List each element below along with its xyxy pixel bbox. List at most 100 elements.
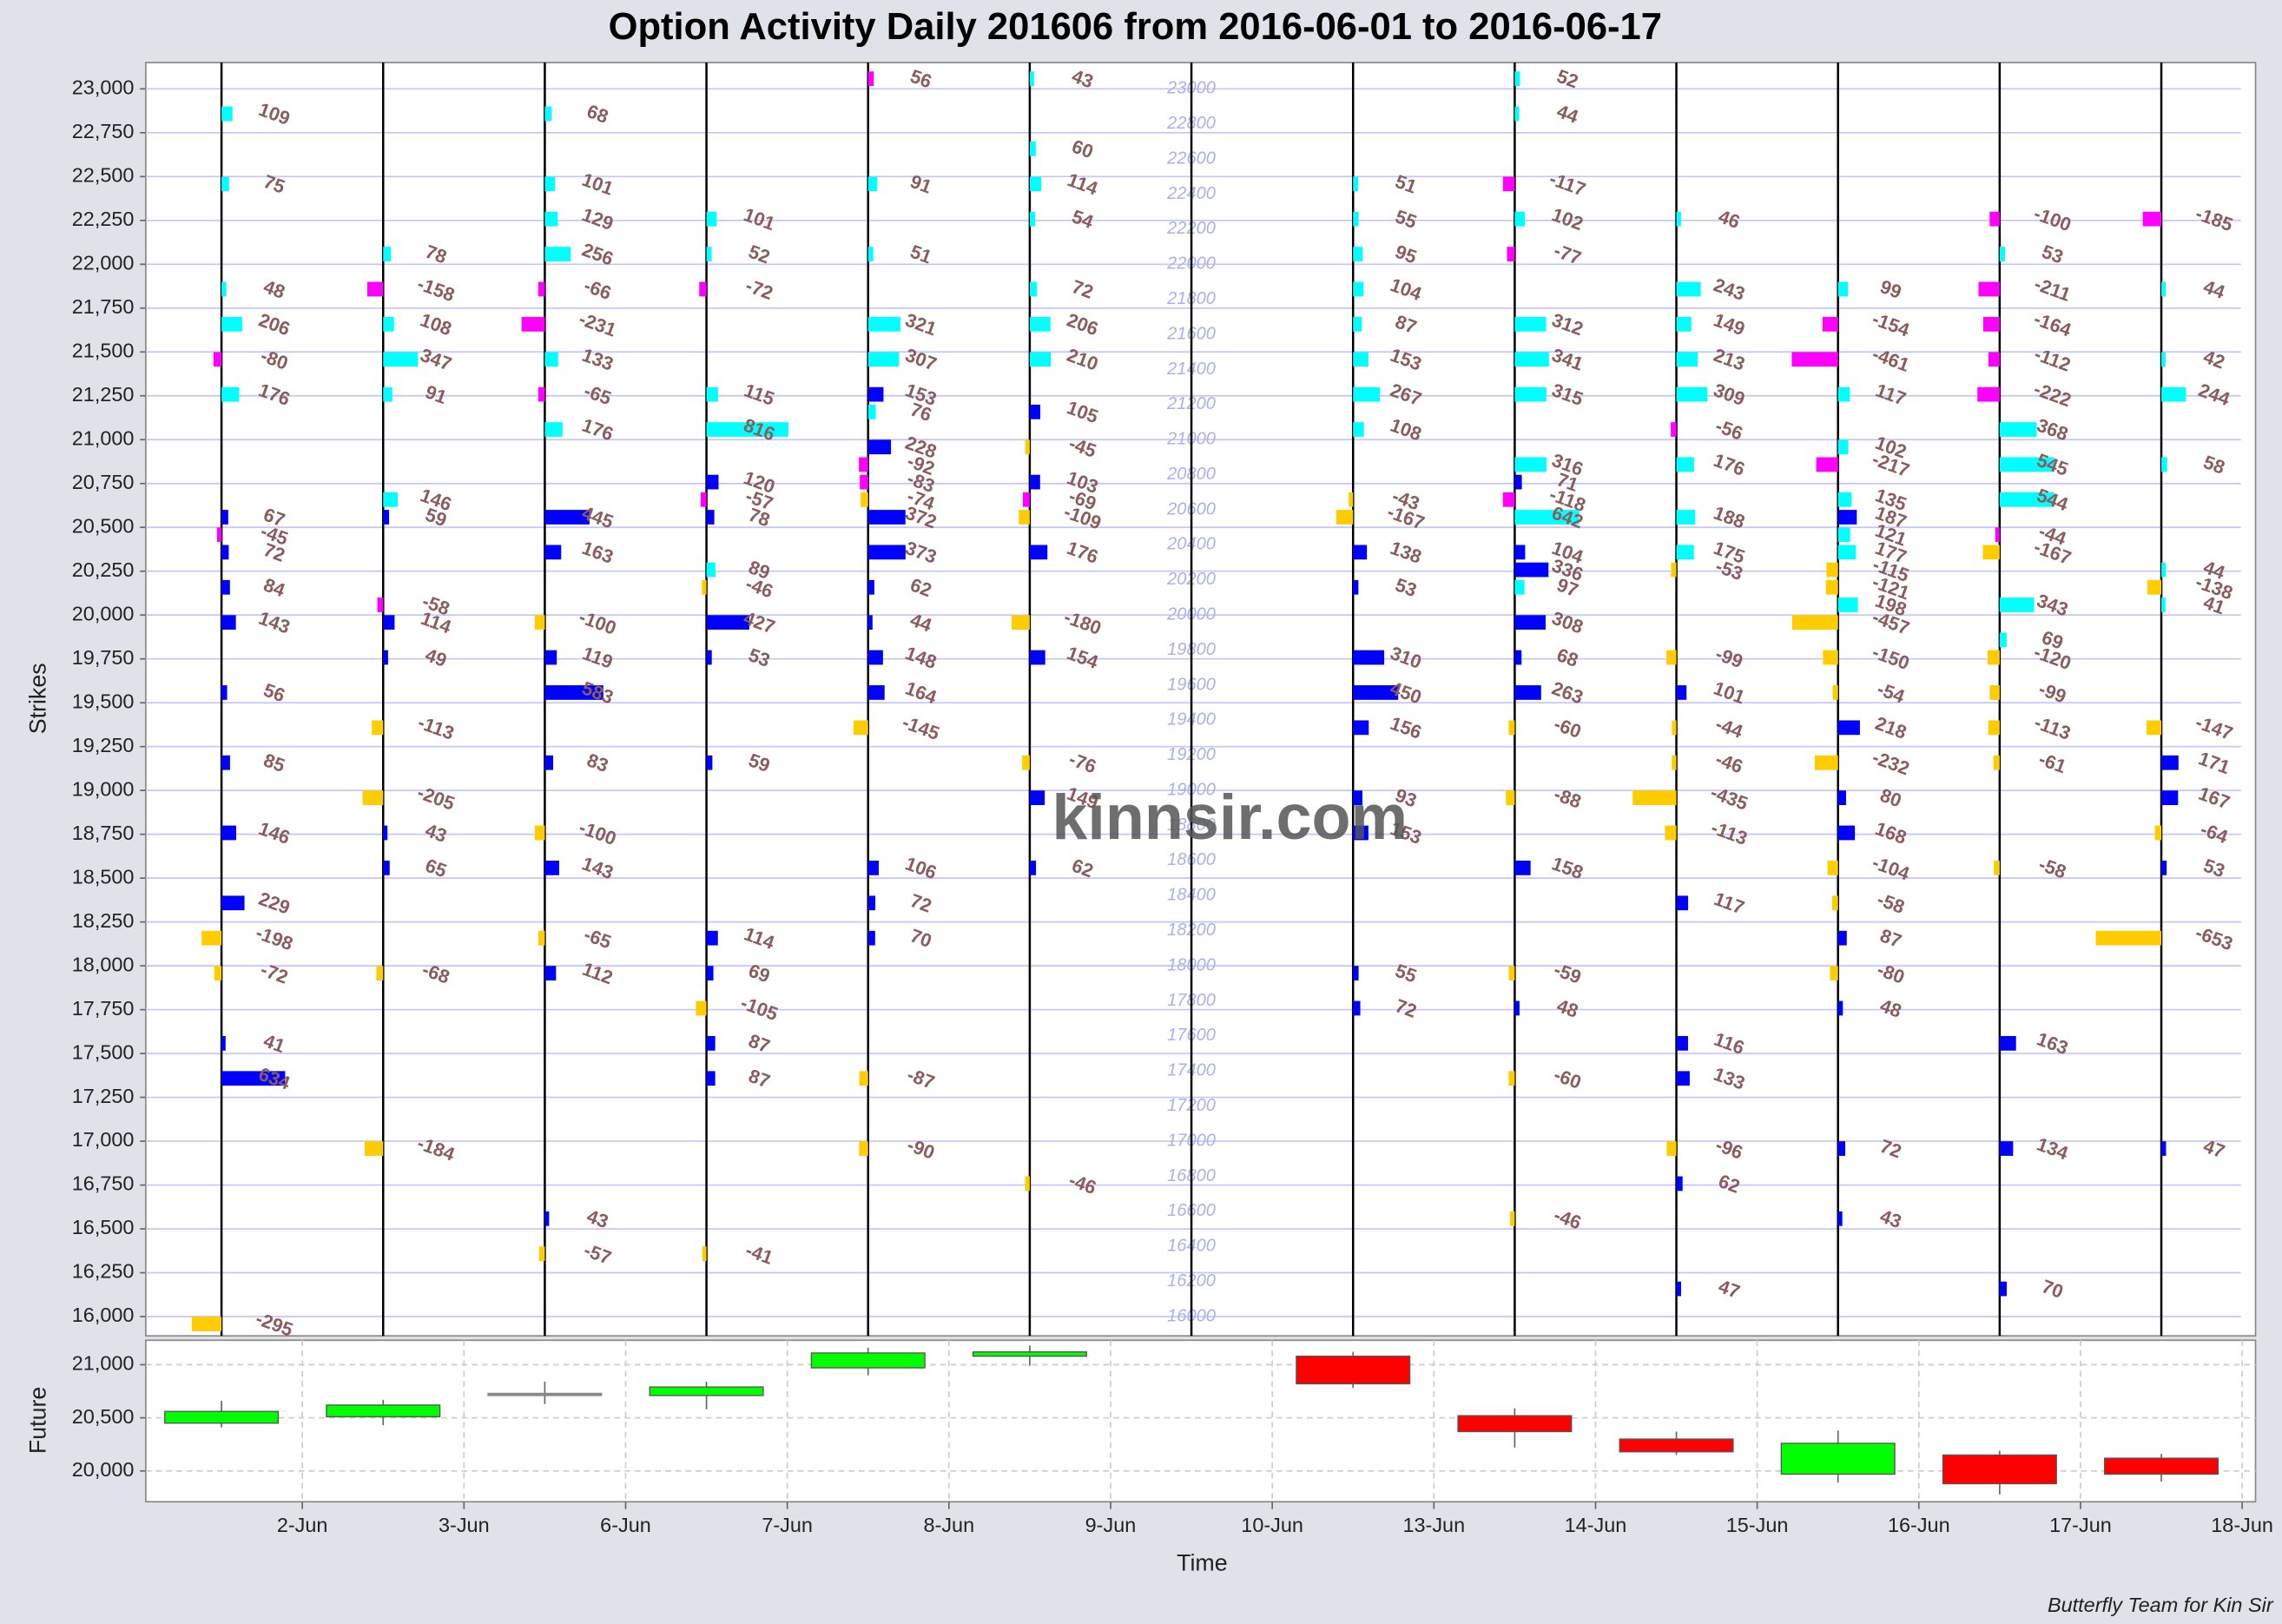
candle-body — [1619, 1438, 1734, 1453]
option-bar — [191, 1317, 222, 1331]
x-tick-label: 6-Jun — [600, 1514, 651, 1536]
option-bar — [706, 474, 719, 490]
option-bar — [2161, 597, 2166, 612]
option-bar — [544, 106, 552, 122]
option-bar — [1837, 1211, 1843, 1226]
option-bar — [362, 790, 384, 805]
option-bar — [544, 422, 563, 437]
option-bar — [1666, 650, 1677, 665]
candle-body — [1942, 1454, 2057, 1485]
candle-body — [2104, 1457, 2219, 1475]
option-bar — [1825, 579, 1838, 595]
y-tick-label: 22,000 — [72, 251, 135, 274]
option-bar — [213, 352, 222, 367]
option-bar — [1514, 1000, 1520, 1016]
option-bar — [1999, 247, 2005, 261]
option-bar — [1999, 632, 2007, 648]
option-bar — [702, 579, 707, 595]
option-bar — [1994, 861, 2000, 875]
option-bar — [1791, 352, 1838, 367]
option-bar — [1676, 895, 1689, 911]
option-bar — [700, 492, 707, 507]
x-tick-label: 3-Jun — [439, 1514, 490, 1536]
option-bar — [1029, 404, 1041, 419]
option-bar — [1508, 1071, 1515, 1086]
option-bar — [696, 1000, 707, 1016]
option-bar — [534, 825, 545, 841]
option-bar — [1999, 1281, 2007, 1297]
option-bar — [1999, 492, 2054, 507]
option-bar — [1353, 966, 1359, 980]
option-bar — [2161, 281, 2167, 297]
y-tick-label: 20,000 — [72, 1458, 135, 1481]
option-bar — [859, 1071, 868, 1086]
option-bar — [1989, 685, 2000, 700]
y-tick-label: 21,750 — [72, 295, 135, 318]
option-bar — [521, 316, 545, 332]
option-bar — [1353, 422, 1364, 437]
y-tick-label: 19,500 — [72, 690, 135, 712]
option-bar — [544, 211, 558, 227]
y-tick-label: 18,750 — [72, 822, 135, 844]
option-bar — [538, 281, 545, 297]
option-bar — [1676, 685, 1687, 700]
option-bar — [867, 510, 906, 525]
option-bar — [867, 386, 884, 402]
option-bar — [1676, 1176, 1683, 1192]
option-bar — [221, 755, 230, 770]
candle-body — [810, 1352, 926, 1369]
y-tick-label: 21,250 — [72, 383, 135, 406]
candle-body — [972, 1351, 1087, 1357]
option-bar — [1029, 142, 1036, 156]
x-tick-label: 13-Jun — [1402, 1514, 1465, 1536]
option-bar — [1507, 247, 1515, 261]
candle-body — [1780, 1442, 1896, 1475]
y-tick-label: 19,750 — [72, 646, 135, 669]
option-bar — [867, 71, 874, 86]
option-bar — [867, 545, 906, 560]
option-bar — [1837, 386, 1850, 402]
option-bar — [867, 861, 879, 875]
candle-body — [649, 1386, 764, 1396]
option-bar — [1837, 1000, 1843, 1016]
option-bar — [544, 545, 562, 560]
option-bar — [544, 1211, 550, 1226]
option-bar — [1353, 281, 1364, 297]
option-bar — [1353, 247, 1363, 261]
option-bar — [1632, 790, 1677, 805]
option-bar — [1995, 527, 2000, 543]
candle-body — [164, 1410, 280, 1424]
option-bar — [1025, 1176, 1030, 1192]
option-bar — [1837, 1141, 1846, 1156]
option-bar — [538, 930, 545, 946]
option-bar — [1353, 316, 1362, 332]
option-bar — [867, 439, 892, 455]
option-bar — [867, 579, 874, 595]
option-bar — [867, 316, 900, 332]
option-bar — [1502, 176, 1515, 192]
option-bar — [1353, 386, 1381, 402]
option-bar — [702, 1246, 707, 1262]
option-bar — [706, 247, 712, 261]
option-bar — [221, 1071, 286, 1086]
option-bar — [1514, 211, 1526, 227]
option-bar — [372, 720, 384, 736]
option-bar — [1514, 685, 1541, 700]
y-tick-label: 21,000 — [72, 426, 135, 449]
option-bar — [2161, 790, 2179, 805]
option-bar — [221, 176, 229, 192]
x-tick-label: 9-Jun — [1085, 1514, 1137, 1536]
x-axis-label: Time — [1177, 1549, 1228, 1575]
option-bar — [853, 720, 868, 736]
option-bar — [1029, 176, 1042, 192]
option-bar — [366, 281, 384, 297]
y-axis-label: Strikes — [25, 663, 51, 734]
option-bar — [1353, 1000, 1361, 1016]
option-bar — [1502, 492, 1515, 507]
option-bar — [221, 106, 233, 122]
option-bar — [221, 281, 227, 297]
option-bar — [1514, 861, 1531, 875]
option-bar — [1353, 825, 1369, 841]
option-bar — [1514, 510, 1580, 525]
